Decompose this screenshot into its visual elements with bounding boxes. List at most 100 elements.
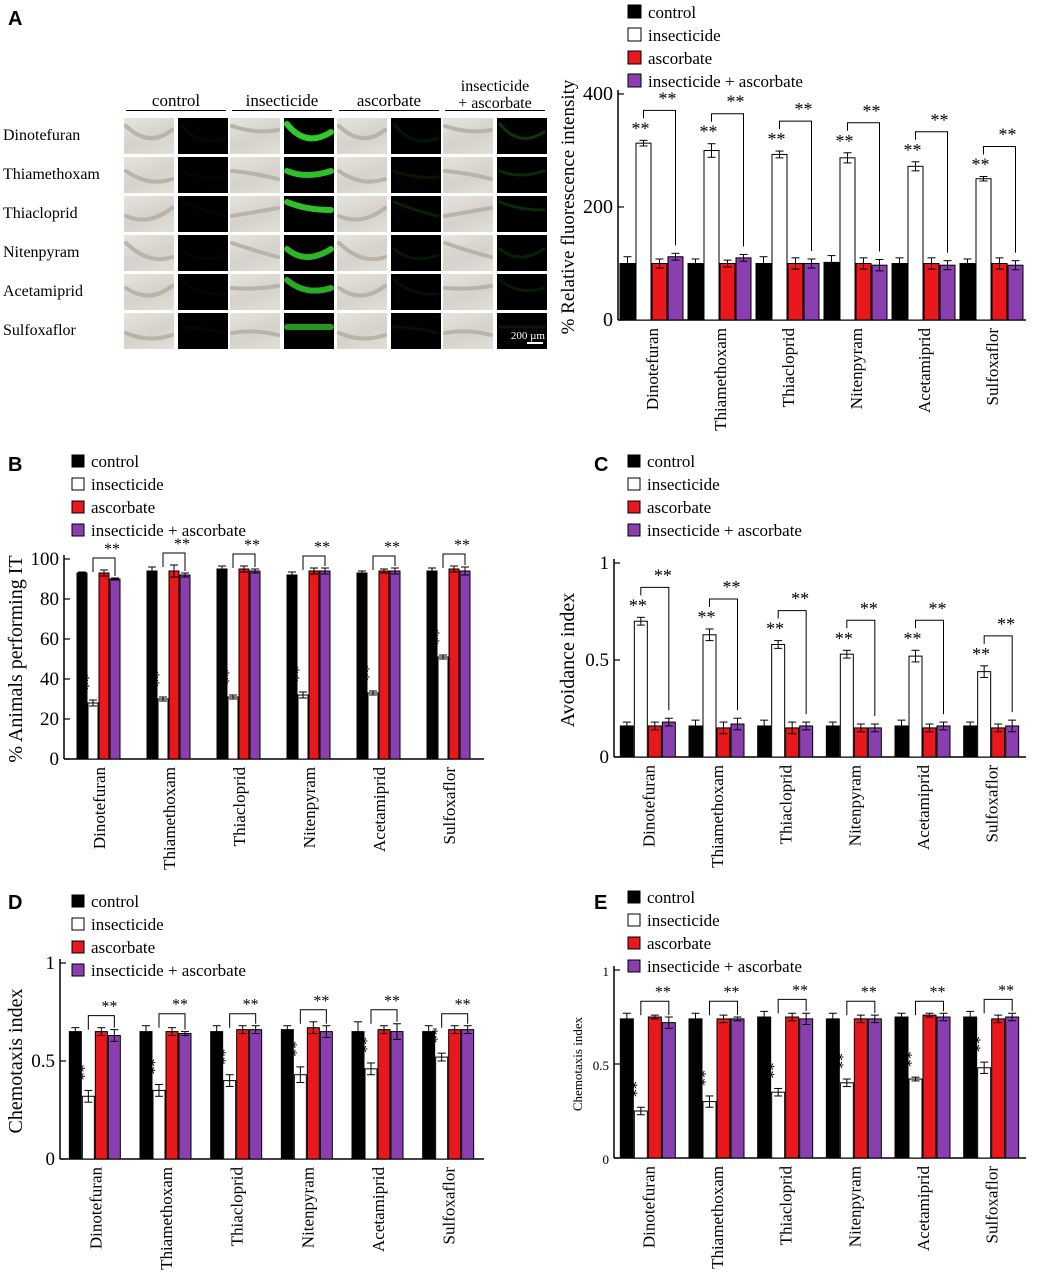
bar: [799, 1018, 814, 1159]
bar: [435, 1056, 449, 1160]
x-tick-label: Acetamiprid: [369, 1167, 388, 1252]
x-tick-label: Nitenpyram: [845, 1166, 864, 1247]
significance-bracket: [643, 109, 676, 246]
legend-swatch: [627, 50, 642, 65]
legend-swatch: [71, 477, 85, 491]
significance-bracket: [983, 998, 1013, 1014]
significance-bracket: [846, 619, 876, 717]
bar: [236, 1029, 250, 1160]
significance-marker: **: [929, 598, 947, 618]
y-tick-label: 0: [600, 747, 610, 768]
legend-label: ascorbate: [647, 498, 711, 517]
fluorescence-image: [178, 313, 228, 349]
micrograph-row-label: Sulfoxaflor: [3, 322, 76, 339]
bar: [687, 263, 704, 321]
y-tick-label: 0: [603, 1152, 610, 1167]
bar: [922, 1014, 937, 1159]
legend-label: ascorbate: [647, 934, 711, 953]
bar: [667, 256, 684, 321]
fluorescence-image: [284, 157, 334, 193]
fluorescence-image: [497, 235, 547, 271]
panel-letter-c: C: [594, 454, 609, 476]
bar: [799, 725, 814, 758]
x-tick-label: Nitenpyram: [298, 1167, 317, 1248]
bar: [702, 1101, 717, 1159]
significance-bracket: [640, 1000, 670, 1016]
bar: [719, 263, 736, 321]
significance-marker: **: [766, 1062, 783, 1078]
bar: [894, 1016, 909, 1159]
micrograph-col-underline: [445, 110, 545, 111]
x-tick-label: Acetamiprid: [915, 328, 934, 413]
x-tick-label: Acetamiprid: [914, 765, 933, 850]
bar: [703, 150, 720, 321]
bar: [297, 694, 309, 760]
significance-marker: **: [314, 539, 330, 556]
brightfield-image: [443, 274, 493, 310]
significance-marker: **: [698, 1070, 715, 1086]
fluorescence-image: [178, 274, 228, 310]
bar: [168, 570, 180, 760]
significance-marker: **: [455, 997, 471, 1014]
x-tick-label: Dinotefuran: [90, 767, 109, 850]
chart-a-fluorescence: control insecticide ascorbate insecticide +…: [558, 3, 1026, 431]
y-axis-title: % Animals performing IT: [5, 555, 27, 762]
fluorescence-image: [284, 313, 334, 349]
x-tick-label: Thiacloprid: [230, 767, 249, 847]
bar: [975, 178, 992, 321]
legend-swatch: [627, 477, 641, 491]
y-tick-label: 0: [46, 1149, 56, 1170]
significance-marker: **: [836, 131, 854, 151]
significance-marker: **: [172, 997, 188, 1014]
significance-marker: **: [430, 1027, 447, 1043]
bar: [908, 1078, 923, 1159]
significance-marker: **: [904, 628, 922, 648]
bar: [165, 1031, 179, 1160]
fluorescence-image: [391, 235, 441, 271]
legend-label: insecticide: [91, 475, 164, 494]
micrograph-col-header: insecticide + ascorbate: [458, 78, 532, 112]
chart-c-avoidance: control insecticide ascorbate insecticide +…: [557, 452, 1026, 868]
significance-marker: **: [768, 129, 786, 149]
bar: [633, 1110, 648, 1159]
micrograph-col-underline: [339, 110, 439, 111]
significance-marker: **: [792, 982, 808, 999]
significance-bracket: [640, 586, 670, 711]
fluorescence-image: [391, 118, 441, 154]
significance-bracket: [709, 598, 738, 711]
legend-swatch: [627, 523, 641, 537]
bar: [755, 263, 772, 321]
bar: [867, 1018, 882, 1159]
significance-bracket: [441, 1013, 469, 1028]
bar: [647, 725, 662, 758]
brightfield-image: [337, 274, 387, 310]
significance-bracket: [158, 1013, 186, 1030]
bar: [939, 264, 956, 321]
bar: [757, 1016, 772, 1159]
significance-marker: **: [861, 984, 877, 1001]
scale-bar-line: [527, 342, 543, 344]
legend-label: insecticide: [648, 26, 721, 45]
significance-bracket: [846, 1000, 876, 1016]
bar: [651, 263, 668, 321]
scale-bar: 200 µm: [497, 331, 545, 344]
bar: [823, 261, 840, 321]
y-tick-label: 200: [583, 196, 613, 218]
fluorescence-image: [391, 196, 441, 232]
significance-marker: **: [835, 1053, 852, 1069]
bar: [94, 1031, 108, 1160]
x-tick-label: Thiacloprid: [777, 1166, 796, 1246]
x-tick-label: Thiacloprid: [779, 328, 798, 408]
significance-bracket: [915, 1000, 944, 1016]
significance-marker: **: [313, 993, 329, 1010]
bar: [308, 570, 320, 760]
micrograph-col-underline: [126, 110, 226, 111]
brightfield-image: [124, 118, 174, 154]
bar: [81, 1095, 95, 1160]
significance-bracket: [92, 557, 116, 576]
significance-marker: **: [454, 537, 470, 554]
brightfield-image: [230, 118, 280, 154]
brightfield-image: [443, 235, 493, 271]
significance-marker: **: [999, 124, 1017, 144]
bar: [908, 655, 923, 758]
